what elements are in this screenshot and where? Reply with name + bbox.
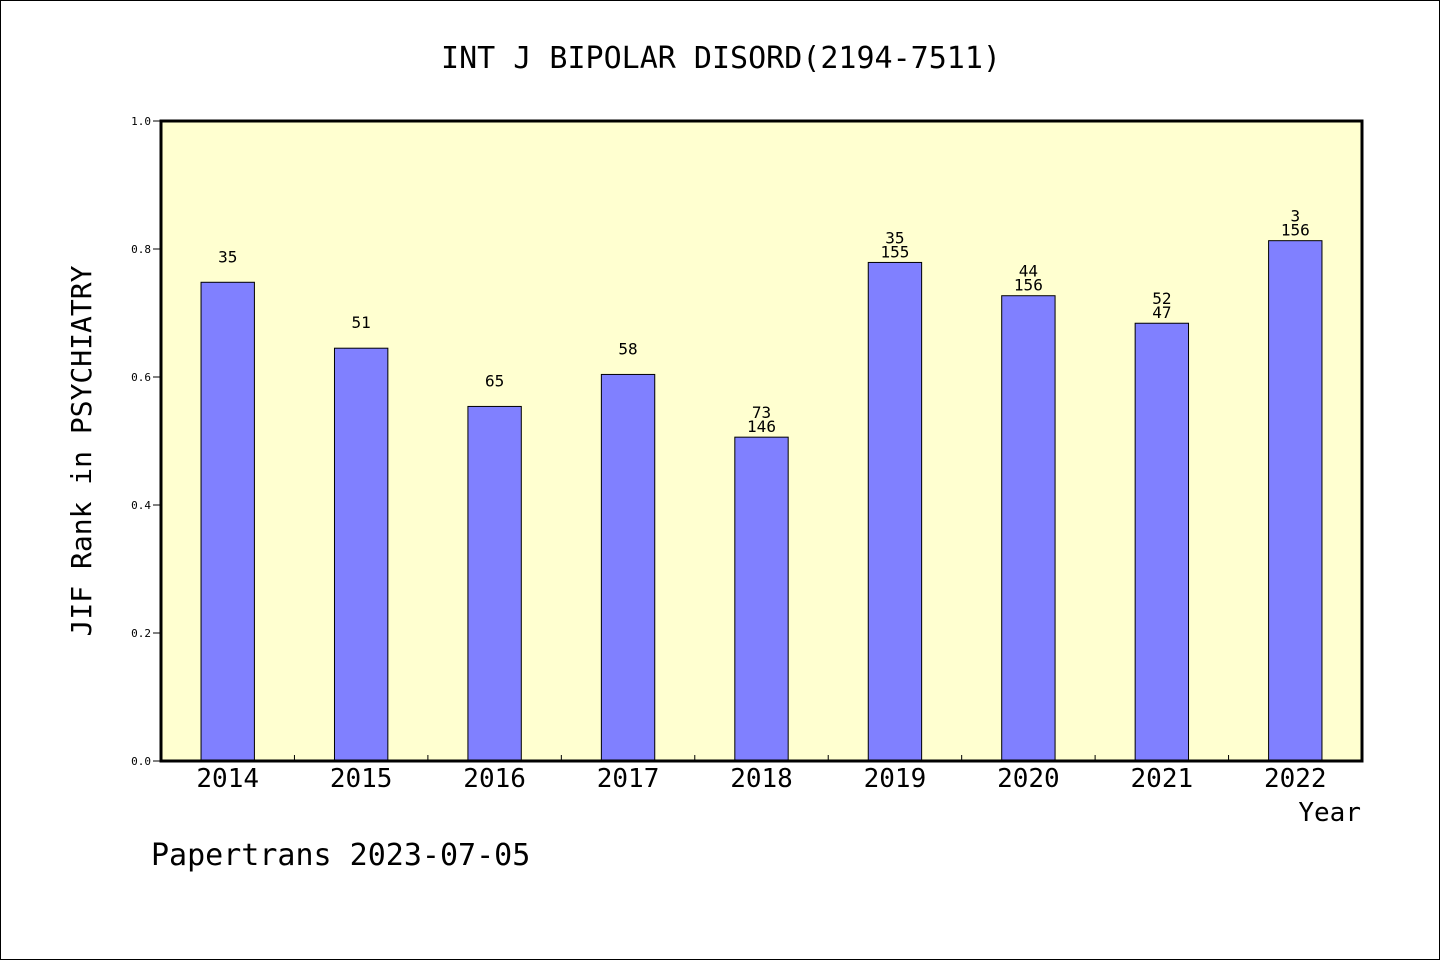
x-tick-label-2016: 2016	[463, 764, 526, 794]
bar-label-2017: 58	[618, 339, 637, 358]
x-tick-label-2018: 2018	[730, 764, 793, 794]
y-tick-label-0.8: 0.8	[131, 243, 151, 256]
bar-label-2019-1: 35	[885, 228, 904, 247]
bar-2018	[734, 436, 789, 762]
y-tick-label-0.2: 0.2	[131, 627, 151, 640]
bar-2019	[867, 261, 923, 762]
bar-label-2018-1: 73	[752, 403, 771, 422]
bar-2014	[200, 281, 255, 762]
bar-2017	[600, 373, 656, 762]
bar-label-2020-2: 156	[1014, 276, 1043, 295]
bar-label-2021-1: 52	[1152, 289, 1171, 308]
bar-label-2020-1: 44	[1019, 262, 1038, 281]
x-tick-label-2017: 2017	[597, 764, 660, 794]
ticks-layer: 2014 2015 2016 2017 2018 2019 2020 2021 2022 0.0 0…	[131, 115, 1326, 794]
bar-label-2019-2: 155	[880, 242, 909, 261]
y-tick-label-1.0: 1.0	[131, 115, 151, 128]
y-axis-label: JIF Rank in PSYCHIATRY	[65, 265, 98, 636]
x-tick-label-2020: 2020	[997, 764, 1060, 794]
bar-label-2016: 65	[485, 371, 504, 390]
x-axis-label: Year	[1298, 798, 1361, 828]
bar-2022	[1268, 240, 1323, 762]
x-tick-label-2022: 2022	[1264, 764, 1327, 794]
bar-label-2018-2: 146	[747, 417, 776, 436]
bar-label-2014: 35	[218, 247, 237, 266]
bar-2016	[467, 405, 522, 762]
bar-label-2021-2: 47	[1152, 303, 1171, 322]
y-tick-label-0.6: 0.6	[131, 371, 151, 384]
x-tick-label-2019: 2019	[864, 764, 927, 794]
x-tick-label-2014: 2014	[196, 764, 259, 794]
plot-frame	[159, 119, 1364, 763]
x-tick-label-2021: 2021	[1131, 764, 1194, 794]
y-tick-label-0.4: 0.4	[131, 499, 151, 512]
y-tick-label-0.0: 0.0	[131, 755, 151, 768]
bar-label-2022-2: 156	[1281, 221, 1310, 240]
bar-2020	[1001, 295, 1056, 762]
bar-2021	[1134, 322, 1190, 762]
footer-credit: Papertrans 2023-07-05	[151, 838, 530, 873]
x-tick-label-2015: 2015	[330, 764, 393, 794]
bar-2015	[333, 347, 389, 762]
chart-title: INT J BIPOLAR DISORD(2194-7511)	[441, 41, 1001, 76]
bars-layer	[200, 240, 1323, 762]
bar-label-2022-1: 3	[1290, 207, 1300, 226]
bar-label-2015: 51	[352, 313, 371, 332]
